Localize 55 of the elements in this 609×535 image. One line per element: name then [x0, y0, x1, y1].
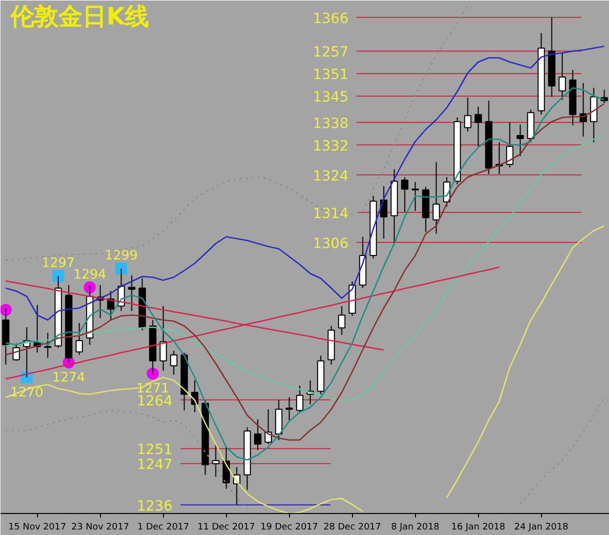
point [146, 368, 159, 380]
candlestick [380, 186, 388, 240]
x-tick-label: 28 Dec 2017 [324, 522, 382, 532]
candlestick [254, 418, 262, 451]
ref-line-label: 1264 [136, 393, 173, 410]
data-label: 1270 [10, 385, 44, 400]
candlestick [160, 306, 167, 372]
x-tick-label: 19 Dec 2017 [260, 522, 318, 532]
x-tick-label: 8 Jan 2018 [391, 522, 440, 532]
point [0, 304, 12, 316]
x-tick-label: 15 Nov 2017 [8, 522, 66, 532]
candlestick [516, 124, 524, 157]
chart-title: 伦敦金日K线 [10, 2, 150, 30]
candlestick [212, 444, 220, 478]
ref-line-label: 1251 [136, 442, 173, 458]
ref-line-label: 1338 [312, 116, 349, 132]
point [52, 270, 64, 282]
candlestick [464, 97, 472, 132]
ref-line-label: 1306 [312, 236, 349, 252]
ref-line-label: 1345 [312, 90, 349, 106]
ref-line-label: 1236 [136, 498, 173, 514]
ref-line-label: 1366 [312, 10, 349, 27]
ref-line-label: 1351 [312, 67, 349, 84]
candlestick [128, 274, 136, 312]
candlestick [12, 342, 20, 362]
ref-line-label: 1332 [312, 138, 349, 154]
point [115, 262, 128, 275]
candlestick [338, 306, 346, 336]
candlestick [474, 106, 482, 147]
x-tick-label: 11 Dec 2017 [198, 522, 256, 532]
x-tick-label: 24 Jan 2018 [514, 522, 568, 532]
ref-line-label: 1314 [312, 206, 349, 222]
candlestick [222, 446, 230, 490]
candlestick [76, 322, 83, 356]
candlestick [296, 385, 304, 414]
candlestick [412, 182, 419, 212]
candlestick [264, 408, 272, 445]
data-label: 1294 [73, 267, 106, 282]
candlestick [44, 332, 52, 358]
data-label: 1274 [52, 370, 86, 386]
data-label: 1297 [42, 256, 75, 272]
ref-line-label: 1324 [312, 168, 349, 184]
candlestick [432, 162, 440, 234]
data-label: 1299 [104, 248, 138, 264]
candlestick [286, 396, 293, 421]
annotation: 1257 [312, 44, 349, 61]
ref-line-label: 1247 [136, 457, 173, 474]
x-tick-label: 23 Nov 2017 [71, 522, 130, 532]
candlestick [558, 52, 566, 100]
candlestick [506, 122, 514, 168]
point [84, 281, 96, 294]
x-tick-label: 16 Jan 2018 [451, 522, 506, 532]
candlestick [170, 350, 178, 376]
x-tick-label: 1 Dec 2017 [137, 522, 190, 532]
candlestick [401, 176, 408, 212]
